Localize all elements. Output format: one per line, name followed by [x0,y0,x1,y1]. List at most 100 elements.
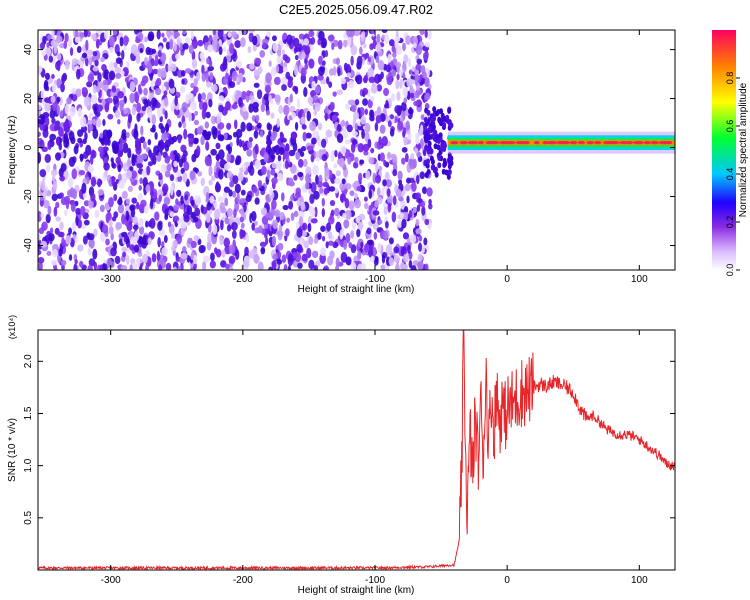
spectrogram-cell [300,67,307,77]
spectrogram-cell [284,160,290,170]
spectrogram-cell [344,198,350,209]
spectrogram-cell [360,116,367,125]
spectrogram-cell [331,114,338,122]
spectrogram-cell [270,168,276,176]
spectrogram-cell [164,156,170,164]
spectrogram-cell [361,87,369,96]
spectrogram-cell [248,103,254,114]
spectrogram-cell [41,50,47,56]
spectrogram-cell [93,106,98,115]
colorbar-tick-label: 0.4 [725,168,735,181]
spectrogram-cell [227,170,232,178]
spectrogram-cell [293,210,299,218]
y-tick-label: 2.0 [23,354,34,368]
spectrogram-cell [301,253,308,262]
spectrogram-cell [261,165,267,175]
spectrogram-cell [59,192,64,199]
spectrogram-cell [407,108,414,115]
spectrogram-cell [310,154,315,163]
spectrogram-cell [332,91,337,97]
spectrogram-cell [360,241,364,249]
spectrogram-cell [315,174,319,185]
spectrogram-cell [166,163,172,172]
spectrogram-cell [90,176,97,187]
spectrogram-cell [134,138,142,146]
spectrogram-cell [359,159,365,165]
spectrogram-cell [185,93,190,104]
spectrogram-cell [174,95,178,107]
spectrogram-cell [260,247,266,255]
spectrogram-cell [125,210,130,222]
spectrogram-cell [271,162,277,169]
spectrogram-cell [40,180,46,191]
spectrogram-cell [216,153,220,162]
spectrogram-cell [51,259,58,266]
spectrogram-cell [209,260,216,269]
colorbar-tick-label: 0.2 [725,216,735,229]
spectrogram-cell [276,259,283,265]
spectrogram-cell [188,44,194,55]
spectrogram-cell [212,224,218,235]
spectrogram-cell [180,85,186,94]
spectrogram-cell [393,246,400,254]
spectrogram-cell [227,31,232,38]
spectrogram-cell [217,196,224,203]
snr-background [38,330,675,570]
spectrogram-cell [290,212,295,222]
x-tick-label: -300 [101,274,121,285]
spectrogram-cell [393,254,401,264]
spectrogram-cell [379,124,386,134]
spectrogram-cell [336,123,342,132]
spectrogram-cell [58,127,64,137]
spectrogram-cell [390,93,396,102]
spectrogram-cell [338,157,345,168]
spectrogram-cell [156,250,160,262]
spectrogram-cell [173,160,178,168]
spectrogram-cell [147,237,152,245]
spectrogram-cell [94,210,100,218]
spectrogram-cell [424,78,430,87]
spectrogram-cell [362,42,367,49]
spectrogram-cell [306,110,311,122]
spectrogram-cell [205,141,210,151]
spectrogram-cell [115,156,122,165]
spectrogram-cell [361,185,366,193]
spectrogram-cell [77,244,84,252]
signal-peak [608,141,620,145]
spectrogram-cell [421,206,426,216]
spectrogram-cell [134,244,140,253]
spectrogram-cell [247,165,252,173]
spectrogram-cell [231,221,238,231]
spectrogram-cell [103,69,110,80]
spectrogram-cell [38,131,41,138]
spectrogram-cell [164,170,171,178]
spectrogram-cell [339,229,344,240]
snr-y-ticks: 0.5 1.0 1.5 2.0 [23,354,675,525]
spectrogram-cell [437,117,442,124]
spectrogram-cell [76,45,82,54]
spectrogram-cell [131,153,135,164]
signal-peak [459,141,468,145]
spectrogram-cell [288,200,294,210]
spectrogram-cell [132,215,138,225]
spectrogram-cell [265,212,272,219]
spectrogram-cell [354,156,359,163]
spectrogram-cell [125,254,130,265]
spectrogram-cell [381,34,386,40]
spectrogram-cell [160,67,167,79]
spectrogram-cell [173,204,180,211]
spectrogram-cell [395,61,402,69]
y-tick-label: 1.5 [23,406,34,420]
spectrogram-cell [147,138,152,146]
spectrogram-cell [51,117,56,125]
spectrogram-cell [280,192,285,202]
spectrogram-cell [129,81,136,92]
spectrogram-cell [77,107,83,118]
spectrogram-cell [311,80,316,90]
spectrogram-cell [317,232,322,240]
spectrogram-cell [442,161,447,168]
spectrogram-cell [145,184,151,193]
spectrogram-cell [415,44,423,56]
spectrogram-cell [208,179,213,186]
spectrogram-cell [47,140,52,151]
